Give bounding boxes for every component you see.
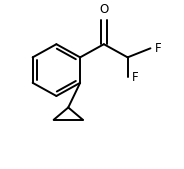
Text: F: F <box>132 71 139 84</box>
Text: F: F <box>155 42 162 55</box>
Text: O: O <box>99 3 109 16</box>
